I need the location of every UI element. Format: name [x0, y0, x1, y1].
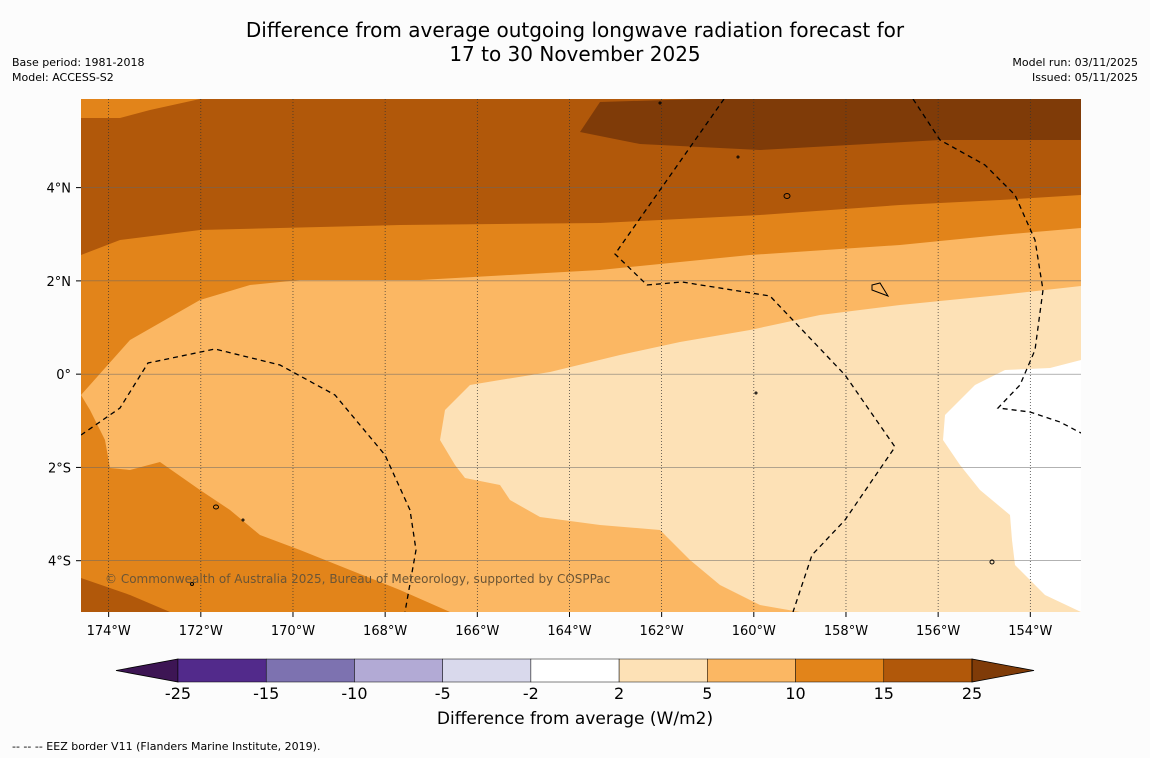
lon-tick-label: 174°W [87, 624, 131, 639]
model-name: Model: ACCESS-S2 [12, 71, 114, 84]
band-25-plus [580, 99, 1081, 150]
lon-tick-label: 160°W [732, 624, 776, 639]
title-line-2: 17 to 30 November 2025 [449, 42, 701, 66]
map-title: Difference from average outgoing longwav… [0, 18, 1150, 66]
lon-tick-label: 166°W [455, 624, 499, 639]
footer-eez-note: -- -- -- EEZ border V11 (Flanders Marine… [12, 740, 321, 753]
colorbar-title: Difference from average (W/m2) [436, 709, 714, 729]
lon-tick-label: 172°W [179, 624, 223, 639]
colorbar-tick-label: -10 [341, 684, 367, 703]
island-7 [754, 391, 758, 395]
lat-tick-label: 4°S [48, 555, 71, 570]
gridlines [81, 99, 1081, 612]
colorbar-swatch [883, 658, 973, 683]
colorbar-tick-label: 10 [785, 684, 805, 703]
lat-tick-label: 2°S [48, 461, 71, 476]
band-minus2-2 [943, 360, 1081, 612]
longitude-ticks: 174°W 172°W 170°W 168°W 166°W 164°W 162°W 160°W… [87, 612, 1053, 639]
band-10-15-nw [81, 99, 200, 118]
meta-left: Base period: 1981-2018 Model: ACCESS-S2 [12, 55, 144, 85]
lon-tick-label: 170°W [271, 624, 315, 639]
copyright-text: © Commonwealth of Australia 2025, Bureau… [105, 572, 610, 586]
lon-tick-label: 154°W [1008, 624, 1052, 639]
lon-tick-label: 164°W [547, 624, 591, 639]
colorbar-tick-label: -25 [165, 684, 191, 703]
base-period: Base period: 1981-2018 [12, 56, 145, 69]
lat-tick-label: 2°N [47, 275, 72, 290]
colorbar-tick-label: -2 [523, 684, 539, 703]
island-1 [783, 193, 791, 199]
colorbar-swatch [177, 658, 267, 683]
lon-tick-label: 158°W [824, 624, 868, 639]
island-8 [241, 518, 245, 522]
colorbar-swatch [265, 658, 355, 683]
island-3 [871, 282, 890, 297]
band-15-25-sw [81, 578, 170, 612]
colorbar-swatch [618, 658, 708, 683]
meta-right: Model run: 03/11/2025 Issued: 05/11/2025 [1012, 55, 1138, 85]
island-4 [989, 559, 995, 565]
eez-line-2 [614, 99, 896, 612]
lat-tick-label: 0° [56, 368, 71, 383]
lat-tick-label: 4°N [47, 182, 72, 197]
colorbar-tick-label: 15 [874, 684, 894, 703]
island-2 [213, 504, 219, 510]
issued-date: Issued: 05/11/2025 [1031, 71, 1138, 84]
model-run: Model run: 03/11/2025 [1012, 56, 1138, 69]
colorbar-swatch [707, 658, 796, 683]
eez-borders [81, 99, 1081, 612]
island-5 [736, 155, 740, 159]
colorbar-swatch [530, 658, 620, 683]
colorbar-swatch [442, 658, 532, 683]
colorbar-tick-label: -5 [435, 684, 451, 703]
colorbar-swatch [354, 658, 443, 683]
eez-line-3 [912, 99, 1081, 434]
islands [190, 101, 995, 586]
latitude-ticks: 4°N 2°N 0° 2°S 4°S [47, 182, 81, 570]
colorbar-tick-label: -15 [253, 684, 279, 703]
colorbar-tick-label: 2 [614, 684, 624, 703]
colorbar-tick-label: 25 [962, 684, 982, 703]
colorbar-tick-label: 5 [702, 684, 712, 703]
colorbar: -25 -15 -10 -5 -2 2 5 10 15 25 [115, 658, 1035, 703]
colorbar-swatch [795, 658, 885, 683]
band-2-5 [440, 286, 1081, 612]
map-area [81, 99, 1081, 612]
lon-tick-label: 168°W [363, 624, 407, 639]
eez-line-1 [81, 348, 417, 612]
island-6 [658, 101, 662, 105]
title-line-1: Difference from average outgoing longwav… [245, 18, 905, 42]
colorbar-extend-low [115, 658, 179, 683]
colorbar-extend-high [971, 658, 1035, 683]
island-9 [190, 582, 194, 586]
lon-tick-label: 156°W [916, 624, 960, 639]
lon-tick-label: 162°W [640, 624, 684, 639]
